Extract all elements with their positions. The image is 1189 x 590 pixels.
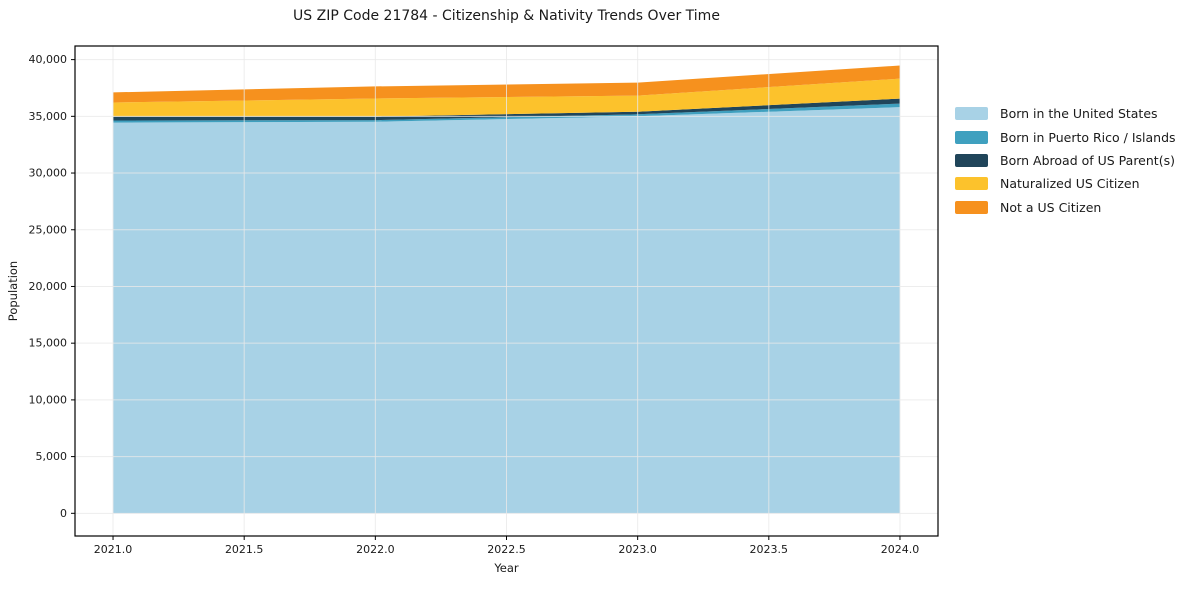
y-tick-label: 15,000 bbox=[29, 337, 68, 350]
x-tick-label: 2023.0 bbox=[618, 543, 657, 556]
chart-title: US ZIP Code 21784 - Citizenship & Nativi… bbox=[293, 8, 720, 24]
y-tick-label: 10,000 bbox=[29, 393, 68, 406]
legend-label: Born in Puerto Rico / Islands bbox=[1000, 129, 1176, 145]
x-tick-label: 2022.0 bbox=[356, 543, 395, 556]
legend-swatch-icon bbox=[955, 200, 988, 214]
x-tick-label: 2021.5 bbox=[225, 543, 264, 556]
y-axis-label: Population bbox=[6, 261, 20, 321]
legend-label: Born in the United States bbox=[1000, 106, 1158, 122]
y-tick-label: 20,000 bbox=[29, 280, 68, 293]
legend: Born in the United States Born in Puerto … bbox=[955, 102, 1176, 219]
y-tick-label: 25,000 bbox=[29, 223, 68, 236]
x-tick-label: 2023.5 bbox=[750, 543, 789, 556]
legend-swatch-icon bbox=[955, 177, 988, 191]
legend-label: Born Abroad of US Parent(s) bbox=[1000, 152, 1175, 168]
legend-swatch-icon bbox=[955, 130, 988, 144]
y-tick-label: 40,000 bbox=[29, 53, 68, 66]
legend-item-naturalized-us-citizen: Naturalized US Citizen bbox=[955, 172, 1176, 195]
legend-item-born-in-puerto-rico-islands: Born in Puerto Rico / Islands bbox=[955, 125, 1176, 148]
legend-item-born-in-the-united-states: Born in the United States bbox=[955, 102, 1176, 125]
legend-label: Not a US Citizen bbox=[1000, 199, 1102, 215]
legend-swatch-icon bbox=[955, 153, 988, 167]
area-not-a-us-citizen bbox=[113, 65, 900, 103]
legend-label: Naturalized US Citizen bbox=[1000, 176, 1140, 192]
x-tick-label: 2021.0 bbox=[94, 543, 133, 556]
y-tick-label: 5,000 bbox=[36, 450, 68, 463]
y-tick-label: 35,000 bbox=[29, 110, 68, 123]
x-tick-label: 2024.0 bbox=[881, 543, 920, 556]
legend-item-born-abroad-of-us-parent-s: Born Abroad of US Parent(s) bbox=[955, 149, 1176, 172]
y-tick-label: 30,000 bbox=[29, 167, 68, 180]
x-axis-label: Year bbox=[493, 561, 519, 575]
x-tick-label: 2022.5 bbox=[487, 543, 526, 556]
legend-swatch-icon bbox=[955, 107, 988, 121]
legend-item-not-a-us-citizen: Not a US Citizen bbox=[955, 196, 1176, 219]
y-tick-label: 0 bbox=[60, 507, 67, 520]
